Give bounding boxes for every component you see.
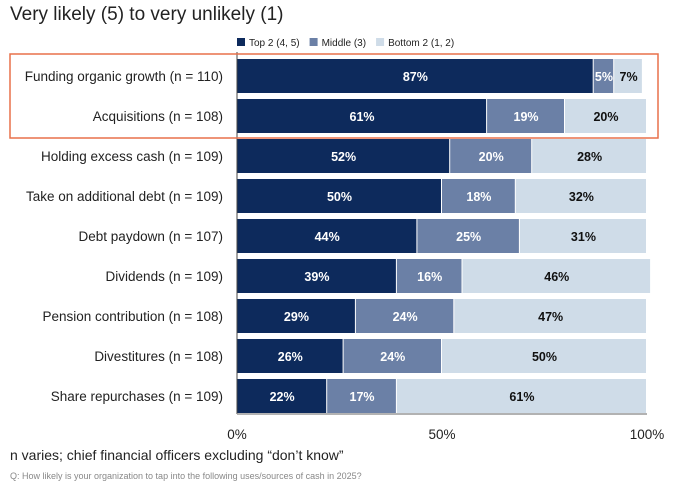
data-label: 61% [509, 390, 534, 404]
data-label: 22% [270, 390, 295, 404]
data-label: 39% [304, 270, 329, 284]
chart-title: Very likely (5) to very unlikely (1) [10, 4, 284, 25]
bar-segment [396, 379, 646, 413]
data-label: 44% [315, 230, 340, 244]
bar-segment [355, 299, 454, 333]
bar-segment [237, 59, 593, 93]
footnote: n varies; chief financial officers exclu… [10, 447, 344, 463]
data-label: 52% [331, 150, 356, 164]
bar-segment [462, 259, 651, 293]
bar-segment [450, 139, 532, 173]
data-label: 24% [393, 310, 418, 324]
category-label: Funding organic growth (n = 110) [25, 69, 223, 84]
bar-segment [593, 59, 614, 93]
bar-segment [237, 99, 487, 133]
bar-segment [565, 99, 646, 133]
category-label: Take on additional debt (n = 109) [26, 189, 223, 204]
data-label: 47% [538, 310, 563, 324]
bar-segment [237, 179, 441, 213]
category-label: Acquisitions (n = 108) [93, 109, 223, 124]
category-label: Debt paydown (n = 107) [79, 229, 223, 244]
bar-segment [237, 379, 327, 413]
bar-segment [343, 339, 441, 373]
category-label: Dividends (n = 109) [106, 269, 223, 284]
bar-segment [454, 299, 646, 333]
bar-segment [442, 339, 646, 373]
legend-swatch [376, 38, 385, 46]
bar-segment [614, 59, 642, 93]
data-label: 61% [350, 110, 375, 124]
category-label: Divestitures (n = 108) [94, 349, 223, 364]
data-label: 50% [532, 350, 557, 364]
survey-question: Q: How likely is your organization to ta… [10, 471, 362, 481]
bar-segment [532, 139, 646, 173]
bar-segment [237, 219, 417, 253]
legend-label: Top 2 (4, 5) [249, 38, 300, 49]
category-label: Pension contribution (n = 108) [43, 309, 224, 324]
bar-segment [519, 219, 646, 253]
category-label: Holding excess cash (n = 109) [41, 149, 223, 164]
data-label: 7% [620, 70, 638, 84]
bar-segment [237, 139, 450, 173]
bar-segment [442, 179, 515, 213]
bar-segment [396, 259, 462, 293]
x-tick-label: 100% [630, 427, 665, 442]
data-label: 46% [544, 270, 569, 284]
data-label: 28% [577, 150, 602, 164]
bar-segment [237, 259, 396, 293]
bar-segment [327, 379, 396, 413]
data-label: 18% [466, 190, 491, 204]
data-label: 50% [327, 190, 352, 204]
data-label: 16% [417, 270, 442, 284]
data-label: 20% [593, 110, 618, 124]
bar-segment [487, 99, 564, 133]
data-label: 31% [571, 230, 596, 244]
data-label: 87% [403, 70, 428, 84]
highlight-box [9, 53, 659, 139]
category-label: Share repurchases (n = 109) [51, 389, 223, 404]
data-label: 24% [380, 350, 405, 364]
data-label: 29% [284, 310, 309, 324]
bar-segment [237, 339, 343, 373]
bar-segment [515, 179, 646, 213]
legend-swatch [237, 38, 245, 46]
data-label: 32% [569, 190, 594, 204]
legend-swatch [309, 38, 318, 46]
data-label: 25% [456, 230, 481, 244]
data-label: 26% [278, 350, 303, 364]
x-tick-label: 50% [428, 427, 455, 442]
legend-label: Middle (3) [322, 38, 366, 49]
data-label: 20% [479, 150, 504, 164]
data-label: 17% [350, 390, 375, 404]
x-tick-label: 0% [227, 427, 247, 442]
legend-label: Bottom 2 (1, 2) [388, 38, 454, 49]
bar-segment [237, 299, 355, 333]
data-label: 19% [514, 110, 539, 124]
data-label: 5% [595, 70, 613, 84]
bar-segment [417, 219, 519, 253]
